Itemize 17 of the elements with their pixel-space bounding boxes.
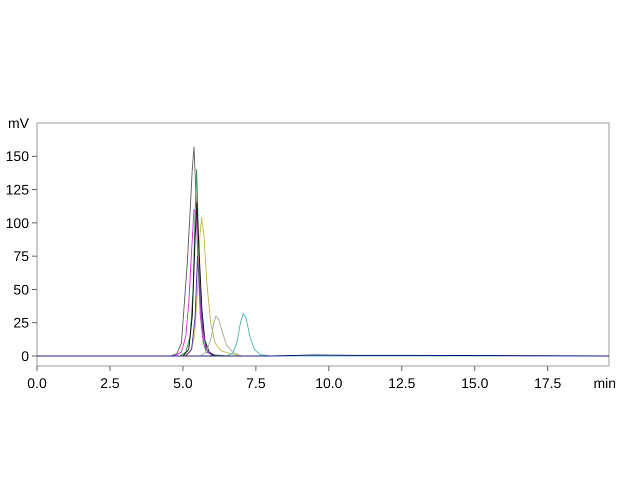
- x-tick-label: 2.5: [100, 375, 120, 391]
- y-tick-label: 75: [13, 248, 30, 264]
- y-tick-label: 25: [13, 314, 30, 331]
- y-tick-label: 150: [6, 148, 30, 164]
- x-axis-title: min: [593, 375, 616, 391]
- x-tick-label: 15.0: [461, 375, 489, 391]
- y-axis-title: mV: [8, 114, 30, 131]
- x-tick-label: 5.0: [173, 375, 193, 391]
- x-tick-label: 17.5: [534, 375, 562, 391]
- y-tick-label: 50: [13, 281, 30, 298]
- x-tick-label: 12.5: [388, 375, 416, 391]
- y-tick-label: 125: [6, 181, 30, 198]
- x-tick-label: 10.0: [315, 375, 343, 391]
- x-tick-label: 7.5: [246, 375, 266, 391]
- x-tick-label: 0.0: [27, 375, 47, 391]
- y-tick-label: 100: [6, 214, 30, 231]
- y-tick-label: 0: [21, 348, 30, 364]
